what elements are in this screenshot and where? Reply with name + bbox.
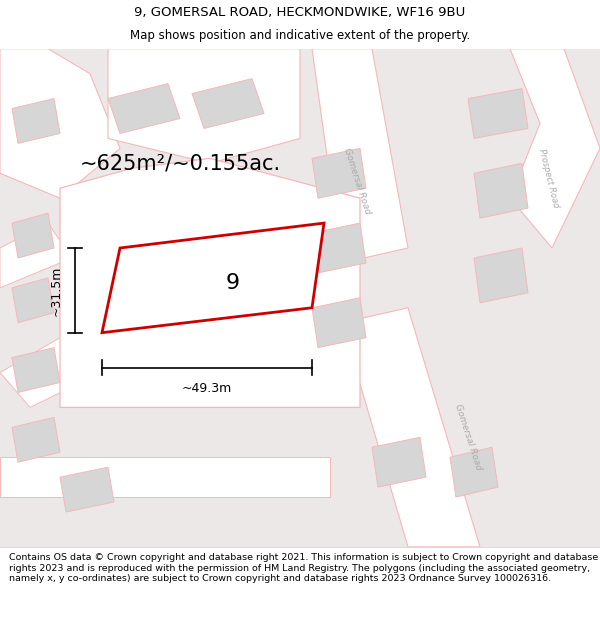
Polygon shape bbox=[0, 458, 330, 497]
Polygon shape bbox=[12, 213, 54, 258]
Polygon shape bbox=[108, 49, 300, 163]
Polygon shape bbox=[474, 248, 528, 302]
Text: Prospect Road: Prospect Road bbox=[538, 148, 560, 209]
Polygon shape bbox=[0, 49, 600, 547]
Polygon shape bbox=[342, 308, 480, 547]
Text: ~31.5m: ~31.5m bbox=[50, 265, 63, 316]
Polygon shape bbox=[0, 49, 120, 198]
Polygon shape bbox=[0, 338, 102, 408]
Text: 9: 9 bbox=[226, 273, 239, 293]
Polygon shape bbox=[510, 49, 600, 248]
Text: Gomersal Road: Gomersal Road bbox=[342, 146, 372, 215]
Polygon shape bbox=[312, 298, 366, 348]
Polygon shape bbox=[108, 84, 180, 133]
Polygon shape bbox=[102, 223, 324, 332]
Polygon shape bbox=[312, 223, 366, 273]
Polygon shape bbox=[312, 49, 408, 263]
Text: ~49.3m: ~49.3m bbox=[182, 382, 232, 396]
Polygon shape bbox=[60, 158, 360, 408]
Text: 9, GOMERSAL ROAD, HECKMONDWIKE, WF16 9BU: 9, GOMERSAL ROAD, HECKMONDWIKE, WF16 9BU bbox=[134, 6, 466, 19]
Text: ~625m²/~0.155ac.: ~625m²/~0.155ac. bbox=[79, 153, 281, 173]
Text: Contains OS data © Crown copyright and database right 2021. This information is : Contains OS data © Crown copyright and d… bbox=[9, 553, 598, 583]
Polygon shape bbox=[474, 163, 528, 218]
Polygon shape bbox=[192, 79, 264, 129]
Polygon shape bbox=[12, 99, 60, 143]
Polygon shape bbox=[12, 348, 60, 392]
Polygon shape bbox=[312, 148, 366, 198]
Polygon shape bbox=[372, 438, 426, 487]
Polygon shape bbox=[12, 418, 60, 462]
Text: Map shows position and indicative extent of the property.: Map shows position and indicative extent… bbox=[130, 29, 470, 42]
Polygon shape bbox=[450, 448, 498, 497]
Text: Gomersal Road: Gomersal Road bbox=[453, 403, 483, 471]
Polygon shape bbox=[468, 89, 528, 138]
Polygon shape bbox=[60, 467, 114, 512]
Polygon shape bbox=[12, 278, 54, 322]
Polygon shape bbox=[0, 223, 72, 288]
